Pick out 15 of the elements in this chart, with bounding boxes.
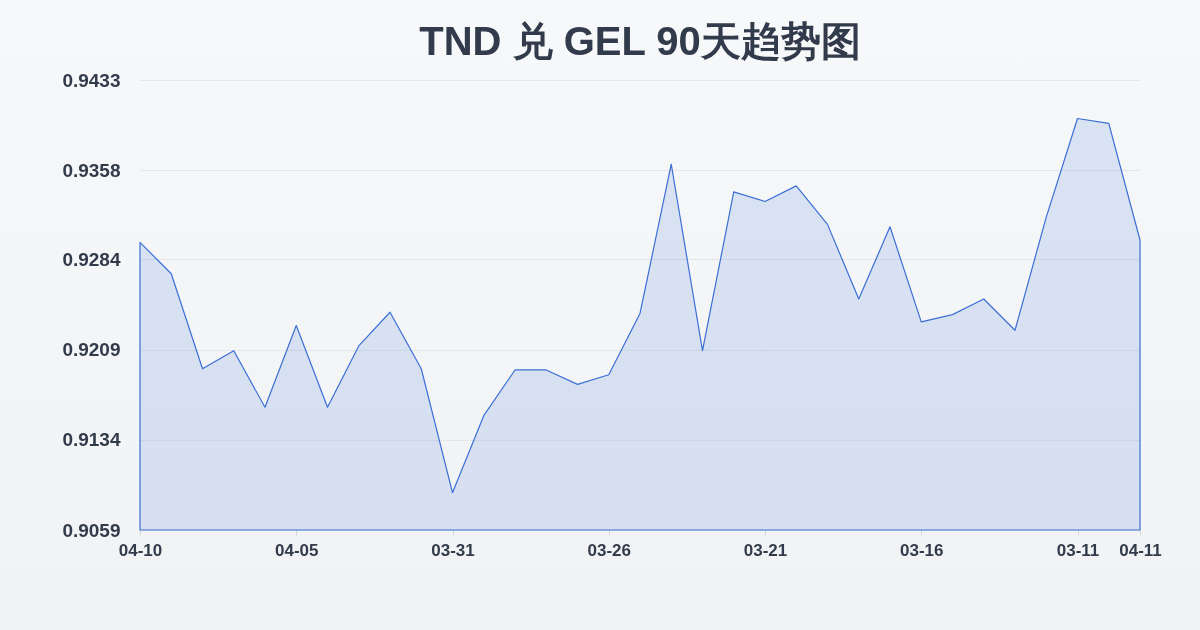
- x-tick-label: 03-21: [743, 540, 788, 560]
- x-tick-label: 04-05: [275, 540, 319, 560]
- x-tick-label: 03-31: [431, 540, 475, 560]
- chart-title: TND 兑 GEL 90天趋势图: [419, 19, 861, 63]
- x-tick-label: 04-10: [118, 540, 163, 560]
- y-tick-label: 0.9433: [62, 69, 121, 91]
- x-tick-label: 04-11: [1119, 540, 1162, 560]
- y-tick-label: 0.9134: [62, 429, 121, 451]
- y-tick-label: 0.9358: [62, 159, 121, 181]
- x-tick-label: 03-11: [1056, 540, 1100, 560]
- y-tick-label: 0.9059: [62, 519, 121, 541]
- y-tick-label: 0.9209: [62, 339, 121, 361]
- x-tick-label: 03-26: [587, 540, 631, 560]
- y-tick-label: 0.9284: [62, 248, 121, 270]
- x-tick-label: 03-16: [900, 540, 944, 560]
